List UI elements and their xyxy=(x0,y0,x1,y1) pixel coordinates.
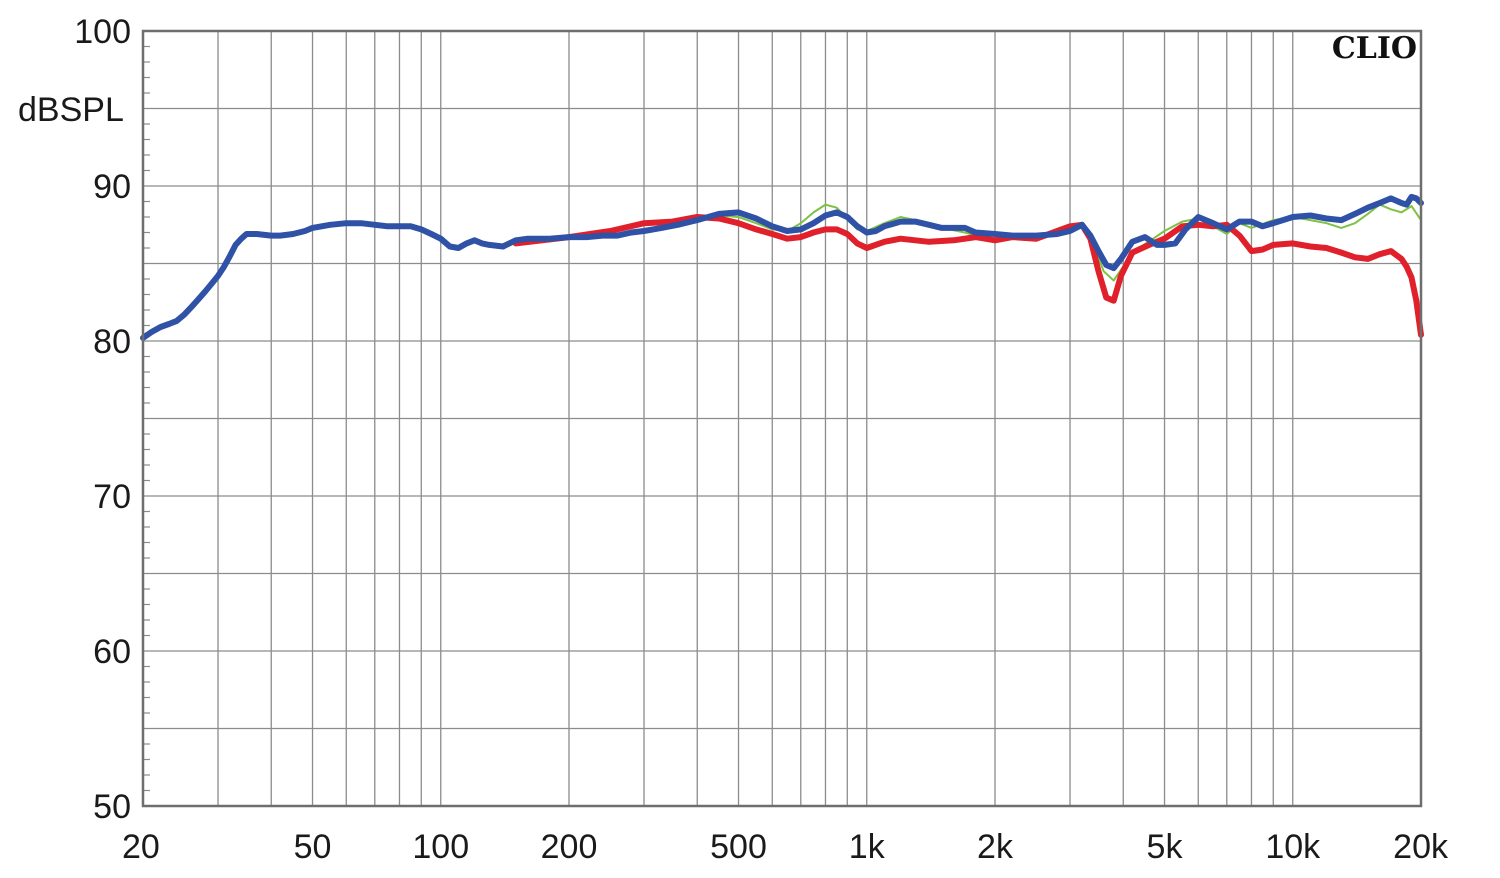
x-tick-label: 2k xyxy=(977,828,1014,866)
x-tick-label: 20 xyxy=(122,828,160,866)
x-tick-label: 200 xyxy=(541,828,598,866)
x-tick-label: 50 xyxy=(294,828,332,866)
x-tick-label: 20k xyxy=(1393,828,1449,866)
y-tick-label: 80 xyxy=(93,323,131,361)
y-tick-label: 60 xyxy=(93,633,131,671)
x-tick-label: 5k xyxy=(1147,828,1184,866)
y-axis-ticks: 100 90 80 70 60 50 xyxy=(74,13,131,826)
y-tick-label: 50 xyxy=(93,788,131,826)
series-line-2 xyxy=(512,214,1424,338)
x-tick-label: 1k xyxy=(849,828,886,866)
x-axis-ticks: 20 50 100 200 500 1k 2k 5k 10k 20k xyxy=(122,828,1449,866)
plot-frame xyxy=(141,29,1423,808)
x-tick-label: 10k xyxy=(1265,828,1321,866)
x-tick-label: 100 xyxy=(412,828,469,866)
x-tick-label: 500 xyxy=(710,828,767,866)
y-tick-label: 100 xyxy=(74,13,131,51)
grid xyxy=(143,31,1421,806)
y-tick-label: 70 xyxy=(93,478,131,516)
brand-logo-text: CLIO xyxy=(1332,31,1417,66)
y-tick-label: 90 xyxy=(93,168,131,206)
series-group xyxy=(140,193,1424,341)
series-line-3 xyxy=(140,193,1424,341)
y-axis-label: dBSPL xyxy=(18,91,124,129)
